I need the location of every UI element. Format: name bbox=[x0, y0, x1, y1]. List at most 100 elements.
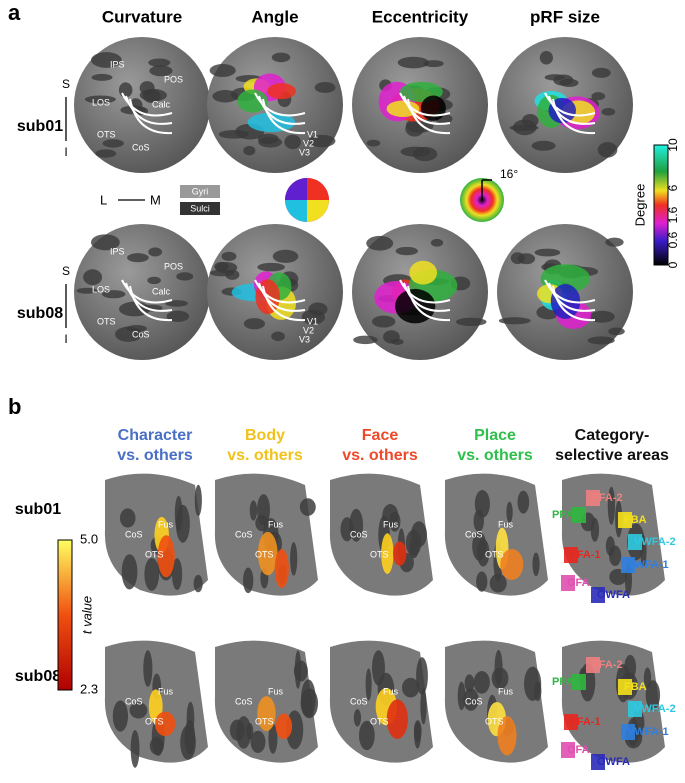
sulcus bbox=[416, 657, 428, 695]
area-label: VWFA-1 bbox=[627, 726, 669, 738]
colorbar-tick: 6 bbox=[666, 184, 680, 191]
sulcus bbox=[166, 310, 190, 322]
column-header: Character bbox=[118, 427, 193, 444]
landmark-label: OTS bbox=[97, 316, 116, 326]
calc-line bbox=[254, 92, 306, 117]
area-label: OFA bbox=[567, 577, 590, 589]
landmark-label: CoS bbox=[235, 529, 253, 539]
direction-label: S bbox=[62, 264, 70, 278]
sulcus bbox=[149, 737, 164, 755]
activation bbox=[386, 699, 408, 739]
sulcus bbox=[605, 237, 624, 247]
colorbar-tick: 1.6 bbox=[666, 206, 680, 223]
landmark-label: OTS bbox=[485, 549, 504, 559]
sulcus bbox=[534, 248, 561, 257]
sulcus bbox=[531, 140, 556, 151]
column-header: Curvature bbox=[102, 7, 182, 26]
landmark-label: Calc bbox=[152, 286, 171, 296]
area-patch bbox=[591, 587, 605, 603]
colorbar-tick: 0 bbox=[666, 261, 680, 268]
brain-sphere bbox=[207, 37, 343, 173]
map-overlay bbox=[420, 95, 446, 121]
sulcus bbox=[412, 146, 438, 162]
activation bbox=[497, 716, 517, 756]
sulcus bbox=[489, 573, 507, 593]
area-patch bbox=[591, 754, 605, 770]
landmark-label: OTS bbox=[255, 716, 274, 726]
landmark-label: CoS bbox=[132, 329, 150, 339]
sulci-swatch bbox=[180, 202, 220, 215]
map-overlay bbox=[548, 97, 576, 124]
sulcus bbox=[308, 134, 336, 148]
landmark-label: POS bbox=[164, 74, 183, 84]
sulcus bbox=[271, 52, 291, 63]
sulcus bbox=[607, 486, 616, 525]
sulcus bbox=[349, 508, 364, 542]
activation bbox=[257, 531, 278, 576]
sulcus bbox=[353, 709, 362, 727]
sulcus bbox=[130, 729, 140, 768]
sulcus bbox=[243, 567, 254, 594]
landmark-label: Fus bbox=[498, 519, 514, 529]
sulcus bbox=[389, 511, 401, 532]
area-patch bbox=[564, 714, 578, 730]
sulcus bbox=[180, 725, 196, 760]
sulcus bbox=[589, 310, 615, 323]
column-header: Eccentricity bbox=[372, 7, 469, 26]
sulcus bbox=[601, 108, 616, 116]
sulcus bbox=[268, 723, 278, 754]
sulcus bbox=[225, 269, 240, 280]
sulcus bbox=[272, 249, 299, 263]
column-header: vs. others bbox=[117, 447, 193, 464]
sulcus bbox=[506, 501, 513, 523]
area-patch bbox=[561, 575, 575, 591]
sulcus bbox=[476, 571, 488, 592]
area-label: PPA bbox=[552, 509, 574, 521]
landmark-label: OTS bbox=[255, 549, 274, 559]
direction-label: S bbox=[62, 77, 70, 91]
sulcus bbox=[510, 252, 525, 265]
map-overlay bbox=[386, 100, 420, 118]
sulcus bbox=[83, 269, 103, 286]
sulcus bbox=[498, 317, 531, 325]
column-header: vs. others bbox=[457, 447, 533, 464]
sulcus bbox=[148, 58, 171, 67]
sulcus bbox=[284, 134, 301, 150]
landmark-label: Fus bbox=[498, 686, 514, 696]
sulcus bbox=[358, 720, 375, 751]
activation bbox=[157, 535, 175, 578]
visual-area-label: V2 bbox=[303, 138, 314, 148]
colorbar-label: Degree bbox=[632, 184, 647, 227]
landmark-label: Fus bbox=[268, 519, 284, 529]
sulcus bbox=[129, 702, 148, 719]
row-label: sub08 bbox=[17, 305, 63, 322]
area-patch bbox=[586, 657, 600, 673]
sulcus bbox=[534, 681, 542, 702]
landmark-label: Fus bbox=[158, 519, 174, 529]
calc-line bbox=[121, 279, 173, 304]
direction-label: I bbox=[64, 332, 67, 346]
sulcus bbox=[517, 490, 530, 514]
activation bbox=[274, 549, 289, 589]
area-label: FBA bbox=[624, 681, 647, 693]
sulcus bbox=[365, 668, 372, 701]
sulcus bbox=[299, 498, 316, 516]
sulcus bbox=[643, 667, 652, 689]
calc-line bbox=[407, 285, 451, 322]
area-patch bbox=[564, 547, 578, 563]
sulcus bbox=[209, 63, 236, 77]
landmark-label: CoS bbox=[350, 529, 368, 539]
row-label: sub01 bbox=[17, 118, 63, 135]
sulcus bbox=[84, 95, 116, 104]
sulcus bbox=[149, 65, 173, 77]
sulcus bbox=[121, 554, 138, 590]
sulcus bbox=[243, 318, 265, 330]
landmark-label: OTS bbox=[370, 716, 389, 726]
sulcus bbox=[193, 574, 203, 593]
map-overlay bbox=[409, 260, 438, 285]
colorbar-tick: 10 bbox=[666, 138, 680, 152]
area-label: VWFA-1 bbox=[627, 559, 669, 571]
landmark-label: CoS bbox=[465, 696, 483, 706]
colorbar bbox=[57, 539, 73, 691]
legend-label: Sulci bbox=[190, 203, 210, 213]
